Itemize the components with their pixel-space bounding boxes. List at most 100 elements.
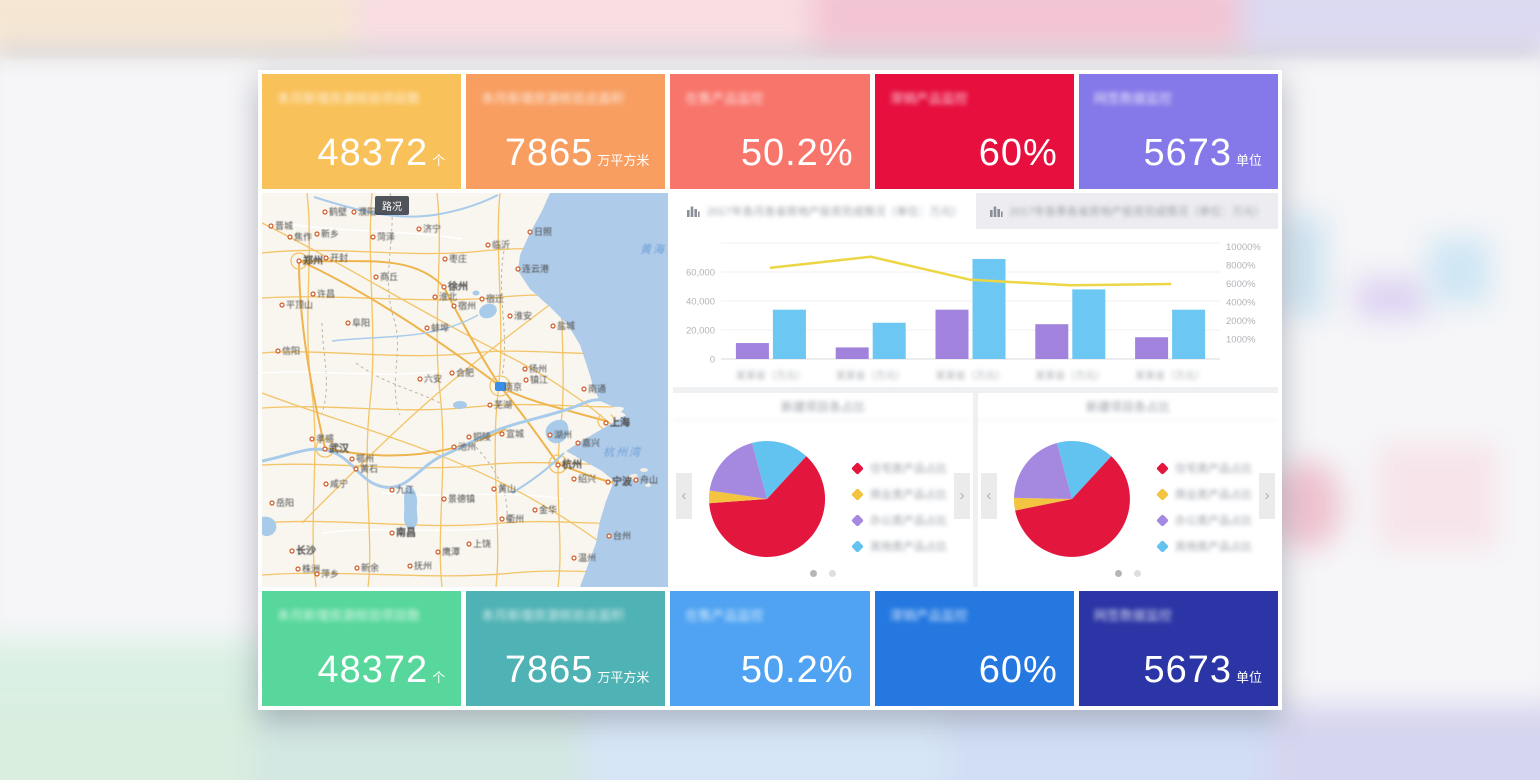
card-value: 50.2%	[740, 649, 854, 691]
pie-slice[interactable]	[752, 441, 807, 499]
carousel-next-button[interactable]: ›	[954, 473, 970, 519]
svg-text:湖州: 湖州	[554, 430, 572, 440]
svg-text:阜阳: 阜阳	[352, 317, 370, 328]
charts-column: 2017年各月各省房地产投资完成情况（单位：万元） 2017年各季各省房地产投资…	[673, 193, 1278, 587]
svg-text:6000%: 6000%	[1226, 279, 1256, 290]
card-title: 滞销产品监控	[889, 608, 968, 623]
card-value: 5673 单位	[1143, 649, 1263, 691]
svg-text:某某省（万元）: 某某省（万元）	[1135, 369, 1205, 382]
background-blob	[1280, 216, 1326, 316]
legend-item[interactable]: 商业类产品占比	[1156, 481, 1252, 507]
pie-slice[interactable]	[709, 443, 767, 499]
bottom-stat-card-2: 本月新增房源核验总面积 7865 万平方米	[466, 591, 666, 706]
svg-text:新乡: 新乡	[321, 228, 339, 239]
legend-item[interactable]: 其他类产品占比	[1156, 533, 1252, 559]
svg-text:南昌: 南昌	[396, 526, 416, 539]
carousel-dot[interactable]	[1134, 570, 1142, 577]
legend-diamond-icon	[851, 487, 864, 501]
pie-legend: 住宅类产品占比 商业类产品占比 办公类产品占比 其他类产品占比	[1156, 455, 1252, 559]
bar-chart-icon	[686, 204, 700, 218]
svg-text:焦作: 焦作	[294, 231, 312, 242]
legend-item[interactable]: 住宅类产品占比	[1156, 455, 1252, 481]
carousel-dots	[978, 564, 1278, 582]
map-panel[interactable]: 黄海 杭州湾 鹤壁 濮阳 晋城 焦作 新乡 菏泽 济宁 日照 临沂 枣庄 郑州 开封 连云港 商丘 徐州 许昌 淮北…	[262, 193, 668, 587]
legend-diamond-icon	[1156, 539, 1169, 553]
svg-text:淮安: 淮安	[514, 310, 532, 321]
legend-item[interactable]: 住宅类产品占比	[851, 455, 947, 481]
card-title: 本月新增房源核验总面积	[481, 608, 625, 623]
svg-text:株洲: 株洲	[302, 563, 320, 574]
pie-chart[interactable]	[1000, 425, 1150, 571]
card-value: 7865 万平方米	[504, 132, 650, 174]
svg-text:合肥: 合肥	[456, 367, 474, 378]
card-value: 7865 万平方米	[504, 649, 650, 691]
svg-text:铜陵: 铜陵	[473, 431, 491, 442]
legend-item[interactable]: 办公类产品占比	[851, 507, 947, 533]
legend-label: 办公类产品占比	[870, 515, 947, 527]
carousel-prev-button[interactable]: ‹	[676, 473, 692, 519]
pie-slice[interactable]	[1014, 443, 1072, 499]
svg-text:晋城: 晋城	[275, 221, 293, 231]
legend-item[interactable]: 商业类产品占比	[851, 481, 947, 507]
svg-text:宿州: 宿州	[458, 300, 476, 311]
top-stat-cards-row: 本月新增房源核验项目数 48372 个本月新增房源核验总面积 7865 万平方米 在售产品…	[262, 74, 1279, 189]
svg-text:黄山: 黄山	[498, 483, 516, 494]
svg-text:池州: 池州	[458, 441, 476, 452]
svg-text:绍兴: 绍兴	[578, 473, 596, 484]
legend-diamond-icon	[1156, 487, 1169, 501]
pie-slice[interactable]	[709, 490, 767, 504]
bar-line-chart: 0 20,000 40,000 60,000 1000% 2000% 4000% 6000% 8…	[686, 242, 1261, 382]
traffic-button[interactable]: 路况	[375, 196, 409, 215]
carousel-dot-active[interactable]	[1114, 570, 1122, 577]
carousel-next-button[interactable]: ›	[1259, 473, 1275, 519]
svg-text:商丘: 商丘	[380, 271, 398, 282]
svg-text:信阳: 信阳	[282, 345, 300, 356]
svg-text:4000%: 4000%	[1226, 298, 1256, 309]
card-title: 本月新增房源核验项目数	[277, 91, 421, 106]
pie-legend: 住宅类产品占比 商业类产品占比办公类产品占比其他类产品占比	[851, 455, 947, 559]
tab-label: 2017年各季各省房地产投资完成情况（单位：万元）	[1009, 206, 1265, 218]
svg-text:临沂: 临沂	[492, 239, 510, 250]
svg-text:宿迁: 宿迁	[486, 293, 504, 304]
svg-text:某某省（万元）: 某某省（万元）	[836, 369, 906, 382]
svg-text:40,000: 40,000	[686, 297, 715, 308]
pie-slice[interactable]	[1015, 456, 1130, 557]
legend-item[interactable]: 其他类产品占比	[851, 533, 947, 559]
carousel-prev-button[interactable]: ‹	[981, 473, 997, 519]
bar-line-chart-panel[interactable]: 0 20,000 40,000 60,000 1000% 2000% 4000% 6000% 8…	[673, 229, 1278, 387]
tab-monthly-investment[interactable]: 2017年各月各省房地产投资完成情况（单位：万元）	[673, 193, 976, 229]
pie-chart[interactable]	[695, 425, 845, 571]
pie-slice[interactable]	[1057, 441, 1112, 499]
card-value: 48372 个	[317, 649, 446, 691]
carousel-dot[interactable]	[829, 570, 837, 577]
tab-quarterly-investment[interactable]: 2017年各季各省房地产投资完成情况（单位：万元）	[976, 193, 1279, 229]
pie-body: 住宅类产品占比 商业类产品占比 办公类产品占比 其他类产品占比 ‹ ›	[978, 421, 1278, 587]
svg-text:鹰潭: 鹰潭	[442, 546, 460, 557]
svg-text:日照: 日照	[534, 227, 552, 237]
svg-text:上饶: 上饶	[473, 538, 491, 549]
legend-diamond-icon	[851, 513, 864, 527]
svg-text:咸宁: 咸宁	[330, 478, 348, 489]
bottom-stat-card-1: 本月新增房源核验项目数 48372 个	[262, 591, 462, 706]
card-value: 50.2%	[740, 132, 854, 174]
background-blob	[1272, 460, 1342, 550]
svg-text:连云港: 连云港	[522, 263, 549, 274]
pie-slice[interactable]	[1013, 497, 1072, 511]
bottom-stat-card-3: 在售产品监控 50.2%	[670, 591, 870, 706]
svg-text:郑州: 郑州	[303, 254, 323, 267]
legend-diamond-icon	[851, 539, 864, 553]
pie-slice[interactable]	[709, 456, 826, 557]
svg-text:台州: 台州	[613, 530, 631, 541]
svg-text:景德镇: 景德镇	[448, 493, 475, 504]
svg-text:杭州湾: 杭州湾	[603, 446, 642, 459]
top-stat-card-4: 滞销产品监控 60%	[874, 74, 1074, 189]
legend-diamond-icon	[1156, 513, 1169, 527]
card-value: 60%	[978, 649, 1058, 691]
bottom-stat-card-4: 滞销产品监控 60%	[874, 591, 1074, 706]
svg-text:金华: 金华	[539, 504, 557, 515]
carousel-dot-active[interactable]	[809, 570, 817, 577]
svg-text:鹤壁: 鹤壁	[329, 206, 347, 217]
legend-item[interactable]: 办公类产品占比	[1156, 507, 1252, 533]
svg-text:温州: 温州	[578, 553, 596, 563]
